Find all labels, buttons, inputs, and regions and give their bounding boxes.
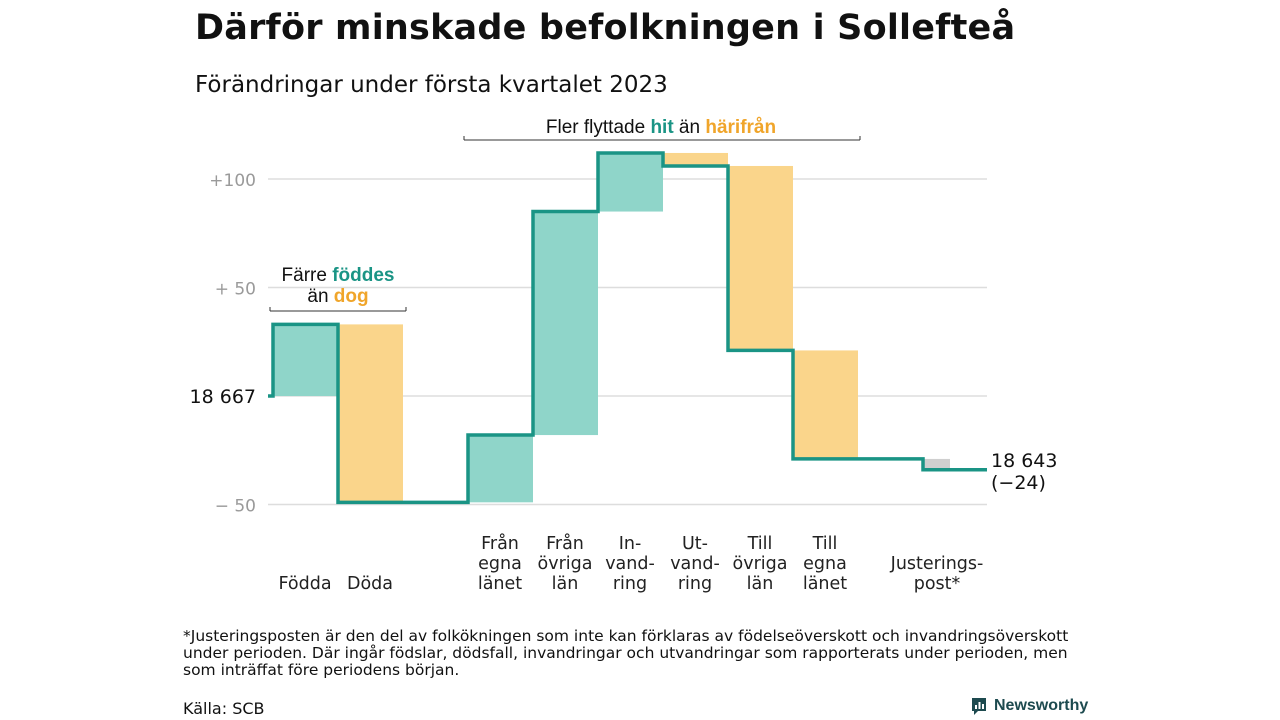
bar-increase bbox=[468, 435, 533, 503]
category-label: län bbox=[747, 574, 774, 594]
bar-decrease bbox=[663, 152, 728, 166]
category-label: egna bbox=[478, 554, 522, 574]
category-label: Justerings- bbox=[890, 554, 984, 574]
chart-subtitle: Förändringar under första kvartalet 2023 bbox=[195, 72, 668, 98]
bar-decrease bbox=[793, 350, 858, 459]
annotation-highlight-hit: hit bbox=[650, 117, 674, 138]
annotation-text: Färre bbox=[282, 265, 333, 286]
category-label: In- bbox=[619, 534, 642, 554]
category-label: vand- bbox=[605, 554, 655, 574]
category-label: län bbox=[552, 574, 579, 594]
y-tick-labels: +100 + 50 18 667 − 50 bbox=[190, 171, 256, 517]
category-label: post* bbox=[914, 574, 961, 594]
category-label: Födda bbox=[278, 574, 331, 594]
category-label: Till bbox=[747, 534, 773, 554]
y-tick-label: +100 bbox=[209, 171, 256, 191]
category-label: Till bbox=[812, 534, 838, 554]
annotation-text: än bbox=[674, 117, 706, 138]
chart-title: Därför minskade befolkningen i Sollefteå bbox=[195, 8, 1016, 48]
annotation-highlight-harifran: härifrån bbox=[705, 117, 776, 138]
category-label: Ut- bbox=[682, 534, 708, 554]
end-labels: 18 643(−24) bbox=[991, 450, 1057, 494]
source-label: Källa: SCB bbox=[183, 699, 265, 718]
bar-adjustment bbox=[923, 458, 950, 470]
category-label: Från bbox=[546, 533, 584, 554]
footnote: *Justeringsposten är den del av folkökni… bbox=[183, 627, 1069, 679]
bar-increase bbox=[598, 152, 663, 212]
category-label: egna bbox=[803, 554, 847, 574]
category-label: ring bbox=[613, 574, 647, 594]
annotation-migration: Fler flyttade hit än härifrån bbox=[546, 117, 776, 138]
bar-decrease bbox=[728, 165, 793, 351]
brand[interactable]: Newsworthy bbox=[970, 696, 1088, 716]
start-value-label: 18 667 bbox=[190, 386, 256, 408]
newsworthy-logo-icon bbox=[972, 698, 986, 715]
category-label: övriga bbox=[538, 554, 593, 574]
bars bbox=[273, 152, 950, 503]
end-value-label: 18 643 bbox=[991, 450, 1057, 472]
annotation-text: än bbox=[307, 286, 333, 307]
category-label: ring bbox=[678, 574, 712, 594]
category-label: Döda bbox=[347, 574, 393, 594]
annotation-births-line1: Färre föddes bbox=[282, 265, 395, 286]
y-tick-label: + 50 bbox=[215, 280, 256, 300]
category-label: vand- bbox=[670, 554, 720, 574]
brand-name: Newsworthy bbox=[994, 697, 1089, 714]
annotation-text: Fler flyttade bbox=[546, 117, 651, 138]
annotation-highlight-dog: dog bbox=[334, 286, 369, 307]
running-total-line bbox=[268, 151, 987, 505]
bar-increase bbox=[273, 324, 338, 396]
category-labels: Födda DödaFrånegnalänetFrånövrigalänIn-va… bbox=[278, 533, 983, 594]
annotation-births-line2: än dog bbox=[307, 286, 368, 307]
end-change-label: (−24) bbox=[991, 472, 1046, 494]
category-label: länet bbox=[478, 574, 522, 594]
category-label: övriga bbox=[733, 554, 788, 574]
category-label: Från bbox=[481, 533, 519, 554]
category-label: länet bbox=[803, 574, 847, 594]
bar-decrease bbox=[338, 324, 403, 503]
bar-increase bbox=[533, 211, 598, 436]
running-total-path bbox=[268, 151, 987, 505]
annotation-highlight-foddes: föddes bbox=[332, 265, 394, 286]
y-tick-label: − 50 bbox=[215, 497, 256, 517]
